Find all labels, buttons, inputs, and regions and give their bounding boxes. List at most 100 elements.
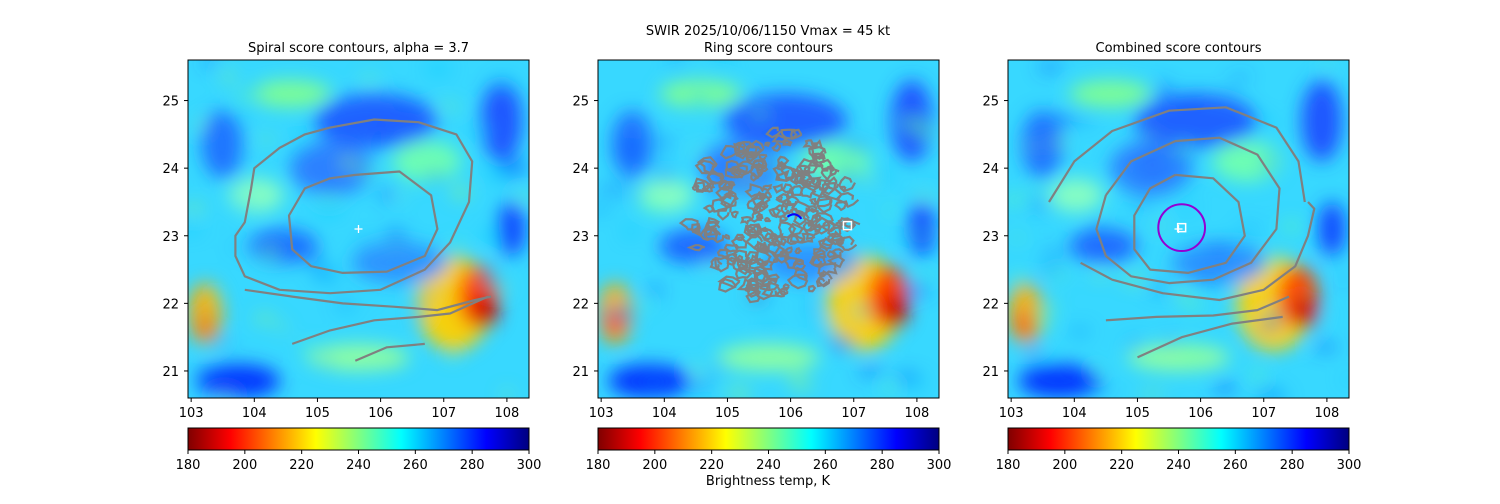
axes-frame: [187, 59, 530, 399]
ring-contour: [809, 255, 822, 267]
ring-contour: [786, 273, 809, 290]
x-tick-label: 104: [242, 406, 267, 421]
ring-contour: [704, 221, 721, 236]
ring-contour: [764, 141, 771, 148]
ring-contour: [760, 259, 775, 271]
x-tick-label: 103: [179, 406, 204, 421]
ring-contour: [810, 139, 826, 160]
radius-circle: [1157, 203, 1207, 253]
ring-contour: [745, 139, 765, 158]
ring-contour: [753, 243, 769, 254]
contour-line-6: [1137, 315, 1283, 359]
colorbar-tick-label: 220: [1109, 458, 1134, 473]
colorbar-tick-label: 240: [346, 458, 371, 473]
ring-contour: [783, 139, 791, 146]
ring-contour: [837, 175, 856, 193]
ring-contour: [788, 222, 805, 236]
panel-title: Spiral score contours, alpha = 3.7: [248, 41, 469, 56]
contour-line-4: [1080, 201, 1316, 302]
ring-contour: [769, 232, 780, 240]
ring-contour: [709, 257, 723, 271]
ring-contour: [755, 162, 769, 177]
panel-title: Combined score contours: [1096, 41, 1262, 56]
ring-contour: [775, 290, 787, 298]
ring-contour: [737, 140, 758, 156]
contour-line-1: [1048, 106, 1306, 203]
ring-contour: [777, 251, 789, 258]
ring-contour: [807, 284, 817, 293]
ring-contour: [835, 236, 845, 247]
colorbar-tick-label: 180: [176, 458, 201, 473]
center-plus-marker: [1174, 225, 1183, 233]
ring-contour: [782, 283, 790, 290]
contour-line-4: [291, 295, 489, 345]
ring-contour: [706, 169, 726, 185]
ring-contour: [775, 169, 790, 182]
colorbar-tick-label: 200: [232, 458, 257, 473]
ring-contour: [791, 200, 811, 215]
ring-contour: [793, 209, 805, 218]
x-tick-label: 106: [368, 406, 393, 421]
contour-line-2: [287, 170, 439, 274]
ring-contour: [767, 235, 786, 255]
ring-contour: [834, 200, 849, 212]
contour-line-3: [244, 288, 492, 312]
ring-contour: [696, 156, 718, 175]
ring-contour: [802, 207, 820, 225]
ring-contour: [736, 258, 748, 269]
colorbar-tick-label: 300: [517, 458, 542, 473]
ring-contour: [818, 158, 834, 172]
ring-contour: [807, 219, 815, 227]
score-contours: [234, 118, 492, 362]
ring-contour: [829, 166, 835, 173]
y-tick-label: 22: [572, 297, 589, 312]
ring-contour: [746, 223, 763, 234]
ring-contour: [793, 169, 815, 186]
ring-contour: [777, 221, 797, 239]
colorbar-tick-label: 300: [927, 458, 952, 473]
ring-contour: [767, 273, 780, 283]
ring-contour: [678, 218, 700, 233]
ring-contour: [731, 249, 751, 264]
center-plus-marker: [354, 225, 363, 233]
contour-line-2: [1095, 136, 1281, 285]
panel-3: Combined score contours 103 104 105 106 107 10…: [982, 41, 1361, 473]
ring-contour: [705, 182, 716, 190]
ring-contour: [756, 213, 764, 220]
ring-contour: [794, 247, 802, 255]
colorbar-tick-label: 280: [1280, 458, 1305, 473]
contour-line-5: [354, 342, 425, 362]
x-tick-label: 105: [715, 406, 740, 421]
ring-contour: [754, 269, 770, 282]
ring-contour: [730, 210, 739, 219]
y-tick-label: 21: [982, 365, 999, 380]
colorbar-tick-label: 240: [756, 458, 781, 473]
ring-contour: [730, 235, 749, 250]
x-tick-label: 103: [999, 406, 1024, 421]
ring-contour: [719, 144, 741, 160]
ring-contour: [786, 195, 800, 206]
colorbar-label: Brightness temp, K: [706, 474, 831, 489]
ring-contour: [777, 155, 790, 167]
ring-contour: [795, 174, 806, 183]
colorbar-tick-label: 240: [1166, 458, 1191, 473]
ring-contour: [813, 244, 829, 257]
ring-contour: [725, 159, 741, 174]
ring-contour: [807, 205, 818, 214]
colorbar-tick-label: 180: [996, 458, 1021, 473]
colorbar-tick-label: 300: [1337, 458, 1362, 473]
colorbar-tick-label: 260: [1223, 458, 1248, 473]
panel-2: Ring score contours 103 104 105 106 107 108 21 2…: [572, 41, 951, 473]
ring-contour: [771, 141, 782, 153]
ring-contour: [800, 185, 817, 199]
ring-contour: [743, 224, 762, 237]
x-tick-label: 104: [652, 406, 677, 421]
ring-contour: [699, 225, 719, 242]
ring-contour: [724, 167, 743, 179]
ring-contour: [746, 196, 765, 212]
center-box-marker: [842, 220, 853, 231]
ring-contour: [735, 150, 749, 160]
ring-contour: [839, 185, 847, 192]
ring-contour: [733, 142, 748, 157]
ring-contour: [808, 197, 818, 207]
